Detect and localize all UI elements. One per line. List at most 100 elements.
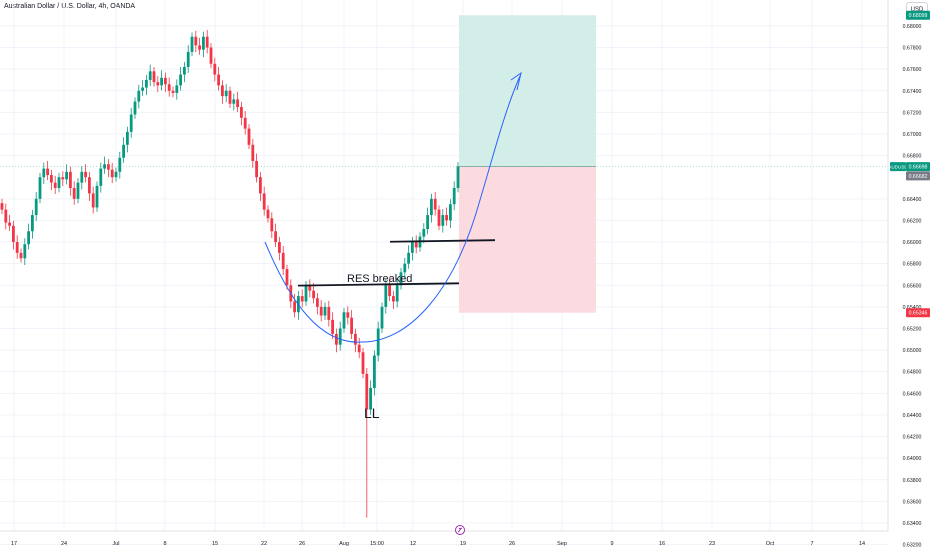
candle-body [12, 225, 15, 243]
candle-body [251, 144, 255, 162]
x-tick-label: 19 [460, 541, 466, 547]
price-tag: 0.65346 [906, 308, 930, 318]
candle-body [426, 215, 429, 230]
candle-body [202, 36, 205, 50]
candle-body [179, 74, 182, 86]
x-tick-label: 26 [509, 541, 515, 547]
price-axis[interactable]: 0.68000 0.67800 0.67600 0.67400 0.67200 0.670… [903, 24, 922, 549]
candle [80, 165, 84, 190]
candle [278, 236, 281, 261]
candle [213, 57, 217, 82]
candle [205, 29, 209, 54]
candle-body [152, 71, 156, 83]
candle [319, 300, 323, 322]
candle [53, 175, 57, 194]
candle-body [141, 87, 144, 91]
candle [186, 45, 190, 73]
price-tag: AUDUSD [888, 162, 908, 172]
candle-body [228, 90, 232, 104]
candle-body [107, 164, 110, 170]
y-tick-label: 0.63800 [903, 478, 922, 484]
candle-body [323, 306, 327, 316]
candle-body [122, 144, 125, 158]
candle [316, 293, 319, 315]
candle [164, 72, 167, 92]
y-tick-label: 0.63200 [903, 543, 922, 549]
candle-body [433, 198, 437, 210]
candle-body [160, 77, 163, 86]
candle-body [183, 66, 186, 75]
candle [126, 126, 129, 153]
candle-body [449, 204, 452, 221]
projection-curve [264, 75, 521, 343]
candle-body [411, 242, 414, 253]
candle-body [72, 188, 76, 199]
candle [156, 76, 160, 93]
candle [31, 209, 34, 239]
price-tag-label: 0.65346 [909, 311, 928, 317]
candle [34, 192, 38, 221]
y-tick-label: 0.63400 [903, 521, 922, 527]
candle [403, 257, 407, 280]
candle-body [133, 101, 137, 115]
candle-body [365, 373, 369, 410]
price-tag: 0.68099 [906, 10, 930, 20]
candle [392, 290, 395, 310]
y-tick-label: 0.63600 [903, 499, 922, 505]
candle-body [145, 79, 148, 88]
arrow-head-icon [510, 71, 522, 91]
candle-body [395, 285, 399, 302]
candle [69, 166, 72, 196]
res-breaked-label: RES breaked [347, 273, 412, 285]
x-tick-label: 9 [610, 541, 613, 547]
candle-body [316, 298, 319, 307]
candle [129, 107, 133, 138]
candle-body [384, 285, 388, 307]
candle-body [456, 166, 460, 189]
candle-body [407, 252, 410, 264]
candle [259, 172, 262, 201]
candle-body [42, 168, 46, 178]
price-tag-label: 0.66698 [909, 165, 928, 171]
candle [114, 167, 118, 182]
candle-body [247, 128, 251, 145]
candle [107, 159, 110, 178]
candle-body [65, 171, 68, 180]
price-tag-label: AUDUSD [888, 165, 908, 170]
candle [373, 350, 376, 396]
candle [224, 84, 228, 103]
candle [346, 306, 350, 325]
candle-body [293, 301, 296, 313]
candle-body [95, 185, 99, 208]
y-tick-label: 0.66200 [903, 218, 922, 224]
candle [72, 181, 76, 205]
candle [19, 248, 23, 263]
candle-body [205, 36, 209, 48]
candle-body [259, 177, 262, 194]
candle [365, 367, 369, 518]
event-flag-icon[interactable] [455, 525, 465, 535]
y-tick-label: 0.64000 [903, 456, 922, 462]
price-tag-bg [906, 162, 930, 172]
time-axis[interactable]: 17 24 Jul 8 15 22 26 Aug 15:00 12 19 26 Sep 9 16 23 Oct 7… [11, 541, 865, 547]
candle-body [357, 344, 361, 353]
candle-body [350, 317, 353, 334]
candle-body [80, 171, 84, 183]
candle [361, 347, 365, 379]
candle [357, 337, 361, 359]
candle [141, 79, 144, 96]
ll-label: LL [364, 405, 380, 421]
candle-body [236, 99, 239, 107]
candle [354, 328, 357, 353]
y-tick-label: 0.68000 [903, 24, 922, 30]
candle [38, 172, 42, 204]
candle [148, 64, 152, 86]
candle [388, 277, 391, 302]
candle-body [171, 90, 175, 93]
candle-body [270, 218, 274, 232]
candles [0, 29, 460, 518]
candle-body [15, 242, 19, 253]
y-tick-label: 0.66800 [903, 154, 922, 160]
y-tick-label: 0.64600 [903, 391, 922, 397]
